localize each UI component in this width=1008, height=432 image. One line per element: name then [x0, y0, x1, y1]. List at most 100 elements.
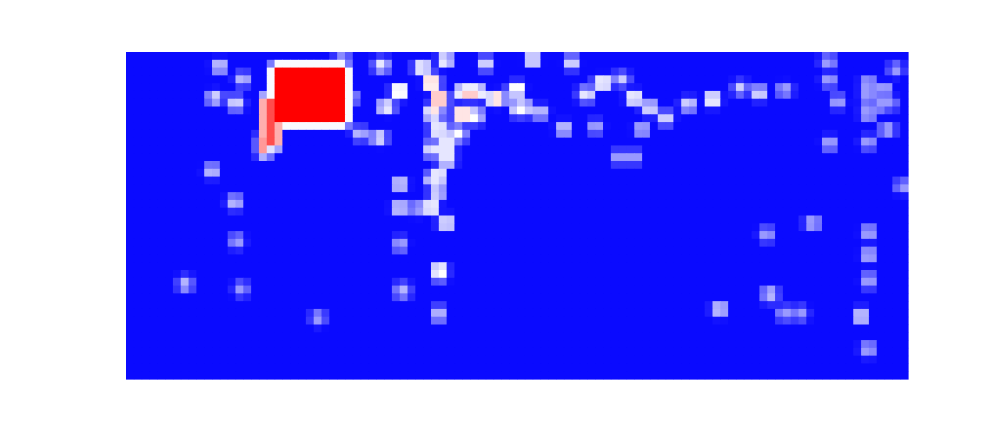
- heatmap-cell: [587, 83, 596, 92]
- heatmap-cell: [337, 153, 346, 162]
- heatmap-cell: [821, 176, 831, 185]
- heatmap-cell: [329, 277, 338, 287]
- heatmap-cell: [305, 176, 315, 185]
- heatmap-cell: [258, 332, 268, 341]
- heatmap-cell: [470, 316, 479, 326]
- heatmap-cell: [821, 145, 831, 154]
- heatmap-cell: [188, 129, 197, 139]
- heatmap-cell: [313, 83, 323, 92]
- heatmap-cell: [493, 332, 502, 341]
- heatmap-cell: [837, 332, 847, 341]
- heatmap-cell: [649, 207, 659, 217]
- heatmap-cell: [165, 254, 174, 263]
- heatmap-cell: [462, 254, 471, 263]
- heatmap-cell: [634, 324, 643, 333]
- heatmap-cell: [133, 90, 143, 100]
- heatmap-cell: [743, 207, 753, 217]
- heatmap-cell: [782, 308, 792, 318]
- heatmap-cell: [626, 59, 635, 69]
- heatmap-cell: [462, 340, 471, 349]
- heatmap-cell: [814, 347, 823, 357]
- heatmap-cell: [524, 308, 534, 318]
- heatmap-cell: [689, 254, 698, 263]
- heatmap-cell: [172, 238, 182, 248]
- heatmap-cell: [517, 176, 526, 185]
- heatmap-cell: [853, 308, 862, 318]
- heatmap-cell: [298, 114, 307, 123]
- heatmap-cell: [384, 83, 393, 92]
- heatmap-cell: [430, 168, 440, 178]
- heatmap-cell: [360, 340, 370, 349]
- heatmap-cell: [657, 122, 667, 131]
- heatmap-cell: [587, 176, 596, 185]
- heatmap-cell: [853, 137, 862, 147]
- heatmap-cell: [180, 324, 190, 333]
- heatmap-cell: [868, 145, 878, 154]
- heatmap-cell: [829, 122, 839, 131]
- heatmap-cell: [126, 270, 135, 279]
- heatmap-cell: [720, 137, 729, 147]
- heatmap-cell: [501, 371, 510, 380]
- heatmap-cell: [751, 98, 761, 108]
- heatmap-cell: [743, 161, 753, 170]
- heatmap-cell: [845, 161, 854, 170]
- heatmap-cell: [165, 238, 174, 248]
- heatmap-cell: [603, 83, 612, 92]
- heatmap-cell: [462, 301, 471, 310]
- heatmap-cell: [477, 223, 487, 232]
- heatmap-cell: [665, 83, 674, 92]
- heatmap-cell: [391, 83, 401, 92]
- heatmap-cell: [212, 254, 221, 263]
- heatmap-cell: [540, 153, 549, 162]
- heatmap-cell: [532, 59, 542, 69]
- heatmap-cell: [251, 192, 260, 201]
- heatmap-cell: [344, 293, 354, 302]
- heatmap-cell: [298, 75, 307, 84]
- heatmap-cell: [509, 168, 518, 178]
- heatmap-cell: [868, 231, 878, 240]
- heatmap-cell: [524, 207, 534, 217]
- heatmap-cell: [235, 161, 244, 170]
- heatmap-cell: [806, 75, 815, 84]
- heatmap-cell: [532, 301, 542, 310]
- heatmap-cell: [610, 262, 620, 271]
- heatmap-cell: [634, 168, 643, 178]
- heatmap-cell: [610, 223, 620, 232]
- heatmap-cell: [696, 199, 706, 209]
- heatmap-cell: [360, 75, 370, 84]
- heatmap-cell: [391, 153, 401, 162]
- heatmap-cell: [790, 215, 800, 224]
- heatmap-cell: [814, 215, 823, 224]
- heatmap-cell: [751, 67, 761, 76]
- heatmap-cell: [305, 207, 315, 217]
- heatmap-cell: [235, 176, 244, 185]
- heatmap-cell: [665, 114, 674, 123]
- heatmap-cell: [556, 324, 565, 333]
- heatmap-cell: [571, 114, 581, 123]
- heatmap-cell: [626, 332, 635, 341]
- heatmap-cell: [305, 106, 315, 115]
- heatmap-cell: [423, 137, 432, 147]
- heatmap-cell: [743, 246, 753, 256]
- heatmap-cell: [720, 59, 729, 69]
- heatmap-cell: [384, 371, 393, 380]
- heatmap-cell: [212, 340, 221, 349]
- heatmap-cell: [133, 122, 143, 131]
- heatmap-cell: [391, 59, 401, 69]
- heatmap-cell: [790, 114, 800, 123]
- heatmap-cell: [438, 98, 448, 108]
- heatmap-cell: [712, 324, 721, 333]
- heatmap-cell: [180, 129, 190, 139]
- heatmap-cell: [618, 262, 628, 271]
- heatmap-cell: [219, 316, 229, 326]
- heatmap-cell: [603, 59, 612, 69]
- heatmap-cell: [133, 114, 143, 123]
- heatmap-cell: [775, 122, 784, 131]
- heatmap-cell: [407, 293, 416, 302]
- heatmap-cell: [556, 137, 565, 147]
- heatmap-cell: [243, 262, 252, 271]
- heatmap-cell: [360, 231, 370, 240]
- heatmap-cell: [704, 246, 714, 256]
- heatmap-cell: [626, 192, 635, 201]
- heatmap-cell: [821, 52, 831, 61]
